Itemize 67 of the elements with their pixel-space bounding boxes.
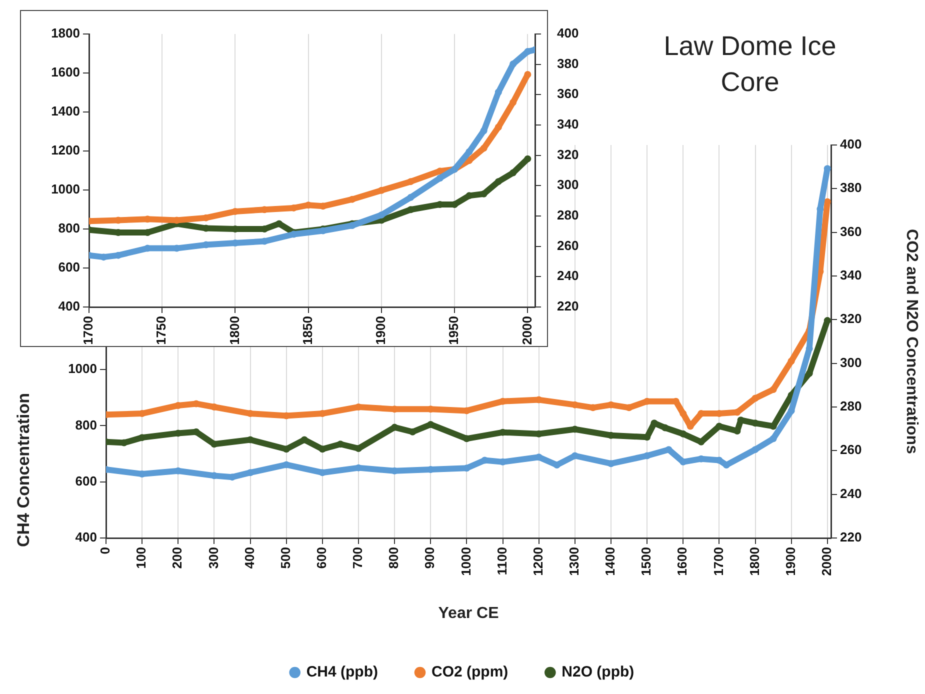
x-tick-label: 1400 xyxy=(602,547,618,576)
x-tick-label: 600 xyxy=(314,547,329,569)
x-tick-label: 1800 xyxy=(746,547,762,576)
y-tick-label: 1000 xyxy=(68,361,97,376)
y-tick-label: 1800 xyxy=(51,26,80,41)
x-tick-label: 900 xyxy=(422,547,438,569)
x-tick-label: 1200 xyxy=(530,547,546,576)
x-tick-label: 2000 xyxy=(818,547,834,576)
y2-tick-label: 300 xyxy=(840,354,862,370)
x-tick-label: 700 xyxy=(350,547,366,569)
y2-tick-label: 320 xyxy=(557,146,579,162)
y-axis-title: CH4 Concentration xyxy=(14,392,34,549)
x-tick-label: 800 xyxy=(386,547,402,569)
y2-tick-label: 220 xyxy=(557,298,579,314)
x-tick-label: 400 xyxy=(242,547,257,569)
y-tick-label: 400 xyxy=(58,298,80,314)
y-tick-label: 800 xyxy=(75,417,97,432)
y2-tick-label: 340 xyxy=(557,116,579,132)
y2-axis-title: CO2 and N2O Concentrations xyxy=(902,229,920,454)
x-tick-label: 1600 xyxy=(674,547,690,576)
y2-tick-label: 360 xyxy=(557,86,579,102)
x-tick-label: 1500 xyxy=(638,547,654,576)
x-tick-label: 1950 xyxy=(446,316,462,345)
x-tick-label: 1900 xyxy=(782,547,798,576)
y-tick-label: 1600 xyxy=(51,64,80,80)
y2-tick-label: 360 xyxy=(840,224,862,239)
x-tick-label: 1700 xyxy=(80,316,96,345)
x-axis-title: Year CE xyxy=(438,604,500,622)
y2-tick-label: 380 xyxy=(840,180,862,196)
y-tick-label: 1200 xyxy=(51,142,80,158)
x-tick-label: 1800 xyxy=(226,316,242,345)
x-tick-label: 500 xyxy=(278,547,293,569)
x-tick-label: 2000 xyxy=(519,316,534,345)
y2-tick-label: 340 xyxy=(840,268,862,283)
y2-tick-label: 400 xyxy=(840,136,862,152)
y2-tick-label: 280 xyxy=(840,398,862,414)
y-tick-label: 400 xyxy=(75,530,97,545)
legend-label: CO2 (ppm) xyxy=(432,664,508,681)
y-tick-label: 1400 xyxy=(51,104,80,119)
y2-tick-label: 320 xyxy=(840,311,862,326)
legend-label: N2O (ppb) xyxy=(562,664,634,681)
x-tick-label: 200 xyxy=(170,547,185,569)
x-tick-label: 1100 xyxy=(494,547,510,576)
y2-tick-label: 380 xyxy=(557,56,579,71)
y2-tick-label: 260 xyxy=(557,238,579,253)
y-tick-label: 600 xyxy=(58,260,80,275)
y-tick-label: 800 xyxy=(58,220,80,236)
x-tick-label: 100 xyxy=(134,547,149,569)
y2-tick-label: 220 xyxy=(840,530,862,545)
y-tick-label: 1000 xyxy=(51,182,80,197)
y2-tick-label: 280 xyxy=(557,208,579,223)
y2-tick-label: 300 xyxy=(557,177,579,192)
legend-label: CH4 (ppb) xyxy=(306,664,378,681)
x-tick-label: 1850 xyxy=(300,316,315,345)
y2-tick-label: 400 xyxy=(557,26,579,41)
x-tick-label: 1750 xyxy=(154,316,169,345)
x-tick-label: 300 xyxy=(206,547,221,569)
x-tick-label: 1300 xyxy=(566,547,582,576)
y2-tick-label: 240 xyxy=(557,268,579,284)
y2-tick-label: 240 xyxy=(840,486,862,501)
y-tick-label: 600 xyxy=(75,473,97,488)
x-tick-label: 1000 xyxy=(458,547,474,576)
x-tick-label: 1900 xyxy=(373,316,388,345)
y2-tick-label: 260 xyxy=(840,442,862,458)
x-tick-label: 1700 xyxy=(710,547,726,576)
chart-title: Law Dome Ice Core xyxy=(662,30,838,100)
x-tick-label: 0 xyxy=(98,547,113,554)
